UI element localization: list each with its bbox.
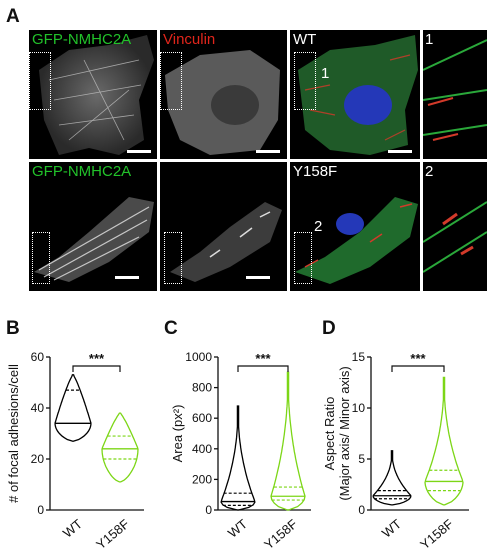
chart-c-svg: 0 200 400 600 800 1000 Area (px²) WT Y158F *** xyxy=(170,350,311,552)
panel-letter-d: D xyxy=(322,318,336,339)
scale-bar xyxy=(388,150,412,153)
roi-box xyxy=(164,232,182,284)
roi-box xyxy=(160,52,182,110)
category-label: WT xyxy=(60,516,85,541)
violin-plot-d: 0 5 10 15 Aspect Ratio (Major axis/ Minor axi… xyxy=(322,330,487,552)
y-tick-label: 60 xyxy=(31,350,45,364)
micrograph-y158f-merge: Y158F 2 xyxy=(290,162,420,291)
inset-y158f: 2 xyxy=(423,162,487,291)
micrograph-wt-gfp: GFP-NMHC2A xyxy=(29,30,157,159)
violin-y158f xyxy=(101,412,139,483)
genotype-label-y158f: Y158F xyxy=(293,163,338,180)
inset-wt: 1 xyxy=(423,30,487,159)
micrograph-wt-vinculin: Vinculin xyxy=(160,30,287,159)
significance-label: *** xyxy=(410,351,426,366)
y-tick-label: 15 xyxy=(352,350,366,364)
category-label: Y158F xyxy=(261,516,300,550)
scale-bar xyxy=(115,276,139,279)
roi-box xyxy=(294,52,316,110)
y-tick-label: 20 xyxy=(31,452,45,466)
y-axis-label: (Major axis/ Minor axis) xyxy=(337,366,352,500)
y-tick-label: 400 xyxy=(192,442,212,456)
violin-plot-b: 0 20 40 60 # of focal adhesions/cell WT Y158F *… xyxy=(0,330,160,552)
violin-wt xyxy=(372,450,412,506)
violin-plot-c: 0 200 400 600 800 1000 Area (px²) WT Y158F *** xyxy=(162,330,322,552)
chart-d-svg: 0 5 10 15 Aspect Ratio (Major axis/ Minor axi… xyxy=(322,350,469,552)
scale-bar xyxy=(127,150,151,153)
channel-label-gfp: GFP-NMHC2A xyxy=(32,31,132,48)
category-label: WT xyxy=(225,516,250,541)
category-label: Y158F xyxy=(93,516,132,550)
significance-bracket xyxy=(72,365,121,372)
significance-bracket xyxy=(237,365,289,372)
micrograph-y158f-gfp: GFP-NMHC2A xyxy=(29,162,157,291)
roi-number: 1 xyxy=(321,65,330,82)
panel-letter-c: C xyxy=(164,318,178,339)
scale-bar xyxy=(256,150,280,153)
violin-wt xyxy=(54,374,92,442)
category-label: WT xyxy=(379,516,404,541)
y-tick-label: 800 xyxy=(192,381,212,395)
roi-box xyxy=(32,232,50,284)
violin-y158f xyxy=(270,371,306,511)
inset-number: 2 xyxy=(425,163,434,180)
y-tick-label: 5 xyxy=(358,452,365,466)
y-tick-label: 0 xyxy=(205,503,212,517)
genotype-label-wt: WT xyxy=(293,31,317,48)
y-tick-label: 10 xyxy=(352,401,366,415)
violin-y158f xyxy=(424,376,464,506)
y-tick-label: 0 xyxy=(358,503,365,517)
panel-letter-a: A xyxy=(6,6,20,27)
y-tick-label: 0 xyxy=(37,503,44,517)
y-tick-label: 40 xyxy=(31,401,45,415)
category-label: Y158F xyxy=(417,516,456,550)
significance-label: *** xyxy=(255,351,271,366)
channel-label-gfp: GFP-NMHC2A xyxy=(32,163,132,180)
y-axis-label: Area (px²) xyxy=(170,405,185,463)
y-tick-label: 1000 xyxy=(185,350,212,364)
micrograph-wt-merge: WT 1 xyxy=(290,30,420,159)
roi-number: 2 xyxy=(314,218,323,235)
chart-b-svg: 0 20 40 60 # of focal adhesions/cell WT Y158F *… xyxy=(6,350,144,552)
significance-bracket xyxy=(391,365,445,372)
violin-wt xyxy=(220,405,256,511)
channel-label-vinculin: Vinculin xyxy=(163,31,216,48)
panel-letter-b: B xyxy=(6,318,20,339)
y-axis-label: # of focal adhesions/cell xyxy=(6,364,21,503)
scale-bar xyxy=(246,276,270,279)
significance-label: *** xyxy=(89,351,105,366)
y-axis-label: Aspect Ratio xyxy=(324,397,337,471)
y-tick-label: 600 xyxy=(192,411,212,425)
inset-number: 1 xyxy=(425,31,434,48)
roi-box xyxy=(29,52,51,110)
roi-box xyxy=(294,232,312,284)
micrograph-y158f-vinculin xyxy=(160,162,287,291)
y-tick-label: 200 xyxy=(192,472,212,486)
